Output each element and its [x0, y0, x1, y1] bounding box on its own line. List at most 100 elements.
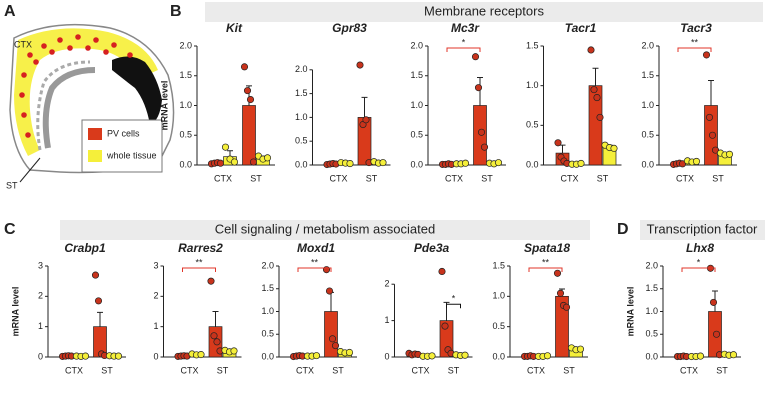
data-point	[593, 94, 601, 102]
data-point	[346, 160, 354, 168]
x-tick-label: ST	[332, 365, 344, 375]
data-point	[696, 352, 705, 360]
data-point	[577, 159, 585, 167]
significance-label: *	[462, 37, 466, 47]
chart-title: Lhx8	[686, 241, 714, 255]
data-point	[362, 116, 370, 124]
y-tick-label: 1.0	[410, 100, 423, 110]
region-label: ST	[6, 180, 18, 190]
y-tick-label: 1	[384, 315, 389, 325]
x-tick-label: ST	[597, 173, 609, 183]
x-tick-label: CTX	[676, 173, 694, 183]
chart-title: Rarres2	[178, 241, 223, 255]
significance-label: **	[542, 257, 550, 267]
panel-label: A	[4, 3, 16, 20]
x-tick-label: CTX	[561, 173, 579, 183]
y-tick-label: 1.5	[410, 70, 423, 80]
data-point	[729, 351, 738, 359]
chart-title: Mc3r	[451, 21, 480, 35]
data-point	[243, 87, 252, 95]
data-point	[712, 330, 721, 338]
data-point	[708, 131, 717, 139]
x-tick-label: CTX	[445, 173, 463, 183]
y-tick-label: 1.0	[179, 100, 192, 110]
data-point	[379, 159, 387, 167]
data-point	[81, 352, 90, 360]
data-point	[322, 266, 331, 274]
y-tick-label: 0.5	[295, 136, 308, 146]
data-point	[576, 345, 585, 353]
data-point	[325, 287, 334, 295]
data-point	[610, 144, 618, 152]
significance-bracket	[528, 267, 563, 272]
significance-label: *	[452, 294, 456, 304]
y-tick-label: 2.0	[641, 40, 654, 50]
chart-title: Tacr3	[680, 21, 712, 35]
y-tick-label: 1.5	[492, 260, 505, 270]
data-point	[249, 158, 258, 166]
y-tick-label: 1.0	[261, 306, 274, 316]
significance-bracket	[446, 303, 461, 309]
y-axis-label: mRNA level	[159, 81, 169, 131]
y-tick-label: 0	[384, 351, 389, 361]
data-point	[356, 61, 364, 69]
x-tick-label: ST	[712, 173, 724, 183]
y-tick-label: 3	[153, 260, 158, 270]
data-point	[438, 267, 446, 276]
data-point	[221, 143, 230, 151]
y-tick-label: 1.5	[179, 70, 192, 80]
x-tick-label: ST	[217, 365, 229, 375]
y-tick-label: 0.0	[526, 159, 539, 169]
section-header	[640, 220, 765, 240]
x-tick-label: ST	[716, 365, 728, 375]
error-bar	[212, 311, 219, 327]
panel-label: D	[617, 221, 629, 238]
chart-title: Kit	[226, 21, 243, 35]
data-point	[345, 348, 354, 357]
data-point	[461, 351, 469, 359]
data-point	[556, 289, 565, 297]
y-tick-label: 2.0	[410, 40, 423, 50]
data-point	[216, 159, 225, 167]
data-point	[441, 322, 449, 330]
data-point	[596, 113, 604, 121]
y-tick-label: 1.0	[295, 112, 308, 122]
section-title: Transcription factor	[647, 221, 758, 236]
x-tick-label: CTX	[412, 365, 430, 375]
x-tick-label: CTX	[680, 365, 698, 375]
section-title: Membrane receptors	[424, 3, 544, 18]
significance-label: **	[195, 257, 203, 267]
significance-bracket	[446, 47, 481, 52]
chart-title: Crabp1	[64, 241, 106, 255]
chart-title: Moxd1	[297, 241, 335, 255]
legend-label: PV cells	[107, 128, 140, 138]
y-tick-label: 1.0	[492, 291, 505, 301]
section-title: Cell signaling / metabolism associated	[215, 221, 435, 236]
bar	[242, 105, 256, 166]
y-tick-label: 0.5	[410, 130, 423, 140]
data-point	[587, 46, 595, 54]
data-point	[471, 53, 480, 61]
data-point	[590, 86, 598, 94]
data-point	[328, 335, 337, 343]
data-point	[331, 342, 340, 350]
x-tick-label: CTX	[296, 365, 314, 375]
legend-swatch	[88, 150, 102, 162]
y-tick-label: 1.0	[526, 80, 539, 90]
y-tick-label: 2	[153, 291, 158, 301]
y-tick-label: 1	[153, 321, 158, 331]
data-point	[725, 150, 734, 158]
data-point	[543, 352, 552, 360]
y-tick-label: 0	[153, 351, 158, 361]
significance-bracket	[297, 267, 332, 272]
error-bar	[559, 144, 566, 154]
chart-title: Gpr83	[332, 21, 367, 35]
x-tick-label: ST	[481, 173, 493, 183]
y-tick-label: 1.5	[645, 283, 658, 293]
x-tick-label: CTX	[527, 365, 545, 375]
y-tick-label: 2	[384, 279, 389, 289]
significance-label: **	[311, 257, 319, 267]
y-tick-label: 0.5	[492, 321, 505, 331]
data-point	[428, 352, 436, 360]
data-point	[474, 84, 483, 92]
